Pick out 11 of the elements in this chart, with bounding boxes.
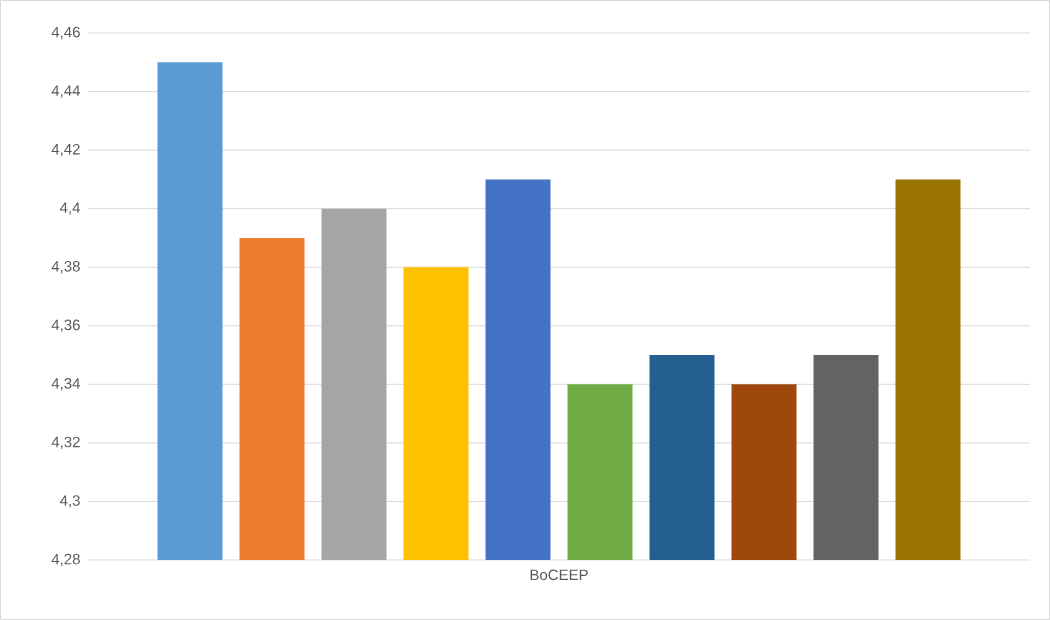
y-tick-label: 4,42 [51,143,80,157]
y-tick-label: 4,34 [51,378,81,391]
y-tick-label: 4,3 [59,495,80,508]
y-tick-label: 4,44 [51,85,81,98]
x-tick-label: BoCEEP [530,569,588,581]
y-tick-label: 4,38 [51,261,80,274]
y-tick-label: 4,32 [51,436,80,450]
y-tick-label: 4,36 [51,319,80,332]
y-tick-label: 4,46 [51,26,80,40]
y-tick-label: 4,4 [59,202,81,215]
y-tick-label: 4,28 [51,553,80,567]
